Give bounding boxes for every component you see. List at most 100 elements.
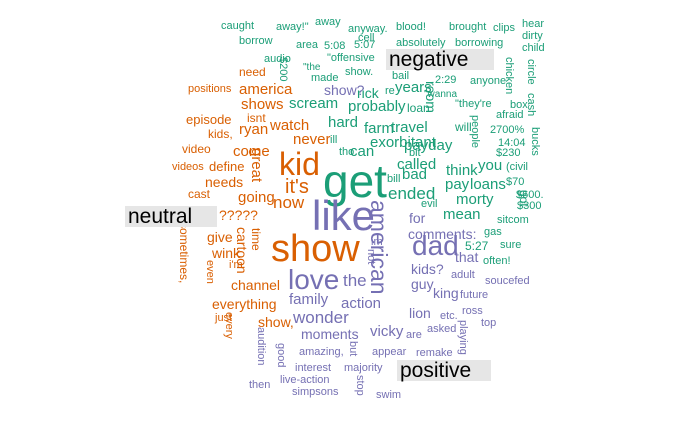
word-negative-dirty: dirty <box>522 30 543 42</box>
word-neutral-channel: channel <box>231 277 281 293</box>
word-negative-cell: cell <box>358 32 375 44</box>
word-neutral-kid: kid <box>279 146 320 182</box>
word-negative-pay: pay <box>445 176 470 193</box>
word-negative-child: child <box>522 42 545 54</box>
word-positive-family: family <box>289 291 329 308</box>
word-positive-future: future <box>460 289 489 301</box>
word-negative-bad: bad <box>402 166 428 183</box>
category-label-negative: negative <box>386 49 494 70</box>
word-positive-adult: adult <box>451 269 475 281</box>
word-negative-exorbitant: exorbitant <box>370 134 436 151</box>
word-negative-anyone: anyone <box>470 75 507 87</box>
word-negative-mean: mean <box>443 206 481 223</box>
word-negative-wanna: "wanna <box>424 89 458 100</box>
word-positive-for: for <box>409 210 426 226</box>
word-negative-made: made <box>311 72 339 84</box>
word-negative-bail: bail <box>392 70 410 82</box>
word-positive-lion: lion <box>409 305 431 321</box>
word-negative-bit: bit <box>409 147 421 159</box>
word-positive-love: love <box>288 264 340 295</box>
word-negative-evil: evil <box>421 198 438 210</box>
word-negative-5-27: 5:27 <box>465 239 489 253</box>
word-negative-caught: caught <box>221 20 255 32</box>
word-negative-years: years <box>395 79 432 96</box>
word-neutral-ryan: ryan <box>239 121 269 138</box>
word-positive-swim: swim <box>376 389 402 401</box>
word-negative-think: think <box>446 162 478 179</box>
word-negative-hard: hard <box>328 114 359 131</box>
word-negative-they-re: "they're <box>455 98 492 110</box>
word-neutral-show: show <box>271 228 360 270</box>
word-negative-chicken: chicken <box>503 57 515 95</box>
word-neutral-needs: needs <box>205 174 244 190</box>
word-negative-sitcom: sitcom <box>497 214 529 226</box>
word-negative-audio: audio <box>264 53 291 65</box>
word-positive-but: but <box>347 341 359 357</box>
word-negative-circle: circle <box>525 59 537 85</box>
word-neutral-episode: episode <box>186 112 232 127</box>
word-negative-loans: loans <box>470 176 506 193</box>
word-negative-hear: hear <box>522 18 545 30</box>
word-negative-morty: morty <box>456 191 494 208</box>
word-neutral-show: show, <box>258 314 294 330</box>
word-positive-interest: interest <box>295 362 332 374</box>
word-negative-show: show. <box>345 66 374 78</box>
word-negative-clips: clips <box>493 22 516 34</box>
word-positive-asked: asked <box>427 323 457 335</box>
word-negative-bucks: bucks <box>529 127 541 156</box>
word-negative-sure: sure <box>500 239 522 251</box>
word-positive-are: are <box>406 329 422 341</box>
word-positive-appear: appear <box>372 346 407 358</box>
word-positive-playing: playing <box>457 320 469 355</box>
word-negative-area: area <box>296 39 319 51</box>
word-negative-70: $70 <box>506 176 525 188</box>
word-positive-dad: dad <box>412 230 459 261</box>
word-neutral-cast: cast <box>188 187 211 201</box>
word-negative-ended: ended <box>388 184 436 203</box>
word-negative-travel: travel <box>391 119 428 136</box>
word-negative-gas: gas <box>484 226 502 238</box>
word-negative-often: often! <box>483 255 511 267</box>
word-negative-ill: ill <box>330 134 338 146</box>
word-negative-farm: farm <box>364 120 394 137</box>
word-positive-majority: majority <box>344 362 383 374</box>
word-negative-probably: probably <box>348 98 406 115</box>
word-positive-im: im <box>371 236 383 248</box>
word-negative-afraid: afraid <box>496 109 524 121</box>
word-positive-good: good <box>275 343 287 368</box>
word-neutral-everything: everything <box>212 296 277 312</box>
word-negative-brought: brought <box>449 21 487 33</box>
word-positive-etc: etc. <box>440 310 458 322</box>
word-neutral-define: define <box>209 159 245 174</box>
word-positive-comments: comments: <box>408 226 477 242</box>
word-negative-absolutely: absolutely <box>396 37 446 49</box>
word-neutral-videos: videos <box>172 161 204 173</box>
word-negative-5-08: 5:08 <box>324 40 346 52</box>
word-negative-2-29: 2:29 <box>435 74 457 86</box>
word-positive-simpsons: simpsons <box>292 386 339 398</box>
word-neutral-come: come <box>233 143 270 160</box>
word-neutral-wink: wink <box>212 245 241 261</box>
word-positive-amazing: amazing, <box>299 346 344 358</box>
word-neutral-going: going <box>238 189 275 206</box>
word-negative-offensive: "offensive <box>327 52 375 64</box>
word-positive-guy: guy <box>411 276 434 292</box>
word-positive-that: that <box>455 249 479 265</box>
word-neutral-sometimes: sometimes, <box>177 222 191 284</box>
word-positive-stop: stop <box>354 375 366 396</box>
word-positive-like: like <box>312 192 376 239</box>
word-positive-kids: kids? <box>411 261 444 277</box>
word-neutral-kids: kids, <box>208 127 233 141</box>
word-neutral-give: give <box>207 229 233 245</box>
word-positive-the: the <box>343 271 367 290</box>
word-negative-14-04: 14:04 <box>498 137 526 149</box>
word-neutral-time: time <box>249 228 263 251</box>
word-negative-the: "the <box>303 62 321 73</box>
word-negative-borrowing: borrowing <box>455 37 504 49</box>
category-label-positive: positive <box>397 360 491 381</box>
word-neutral-shows: shows <box>241 96 284 113</box>
word-negative-called: called <box>397 156 437 173</box>
word-positive-soucefed: soucefed <box>485 275 530 287</box>
word-negative-5-07: 5:07 <box>354 39 376 51</box>
